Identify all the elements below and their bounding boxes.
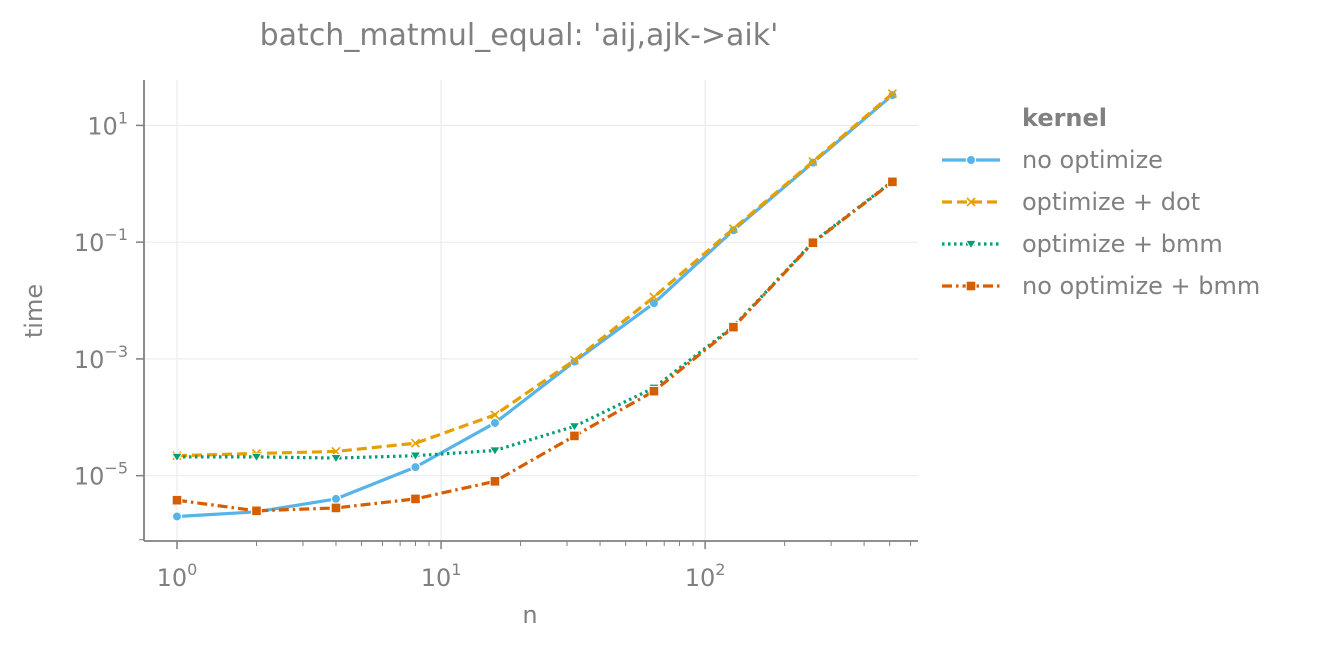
- legend-entry: optimize + bmm: [942, 230, 1223, 258]
- y-tick-exp: −3: [104, 342, 128, 361]
- data-point: [569, 355, 580, 365]
- data-point: [887, 176, 898, 188]
- series-2: [170, 177, 899, 464]
- legend-marker: [964, 239, 978, 250]
- y-tick-base: 10: [87, 112, 118, 140]
- legend-label: optimize + dot: [1022, 188, 1200, 216]
- x-axis-label: n: [522, 601, 537, 629]
- data-point: [489, 417, 501, 429]
- legend-label: no optimize + bmm: [1022, 272, 1260, 300]
- legend-title: kernel: [1022, 104, 1107, 132]
- legend-marker: [965, 154, 977, 166]
- data-point: [250, 452, 263, 463]
- x-tick-base: 10: [685, 564, 716, 592]
- legend: kernel no optimize optimize + dot optimize…: [942, 104, 1260, 300]
- x-tick-base: 10: [157, 564, 188, 592]
- y-tick-exp: −5: [104, 459, 128, 478]
- legend-marker: [965, 280, 977, 292]
- data-point: [490, 410, 500, 420]
- series-1: [172, 89, 897, 461]
- series-3: [171, 176, 898, 517]
- y-tick-exp: 1: [118, 108, 128, 127]
- x-tick-base: 10: [421, 564, 452, 592]
- legend-label: no optimize: [1022, 146, 1163, 174]
- legend-entry: no optimize: [942, 146, 1163, 174]
- data-point: [649, 292, 659, 302]
- x-tick-label: 100: [157, 560, 198, 592]
- y-tick-label: 10−1: [74, 225, 128, 257]
- data-point: [648, 298, 660, 309]
- data-point: [251, 505, 262, 517]
- y-tick-label: 101: [87, 108, 128, 140]
- y-tick-exp: −1: [104, 225, 128, 244]
- y-tick-base: 10: [74, 463, 105, 491]
- data-point: [330, 493, 342, 505]
- x-tick-label: 101: [421, 560, 462, 592]
- data-point: [808, 157, 818, 167]
- y-axis-label: time: [20, 284, 48, 338]
- data-point: [410, 438, 421, 448]
- data-point: [330, 502, 342, 514]
- legend-entry: optimize + dot: [942, 188, 1200, 216]
- data-point: [807, 237, 819, 248]
- data-point: [488, 446, 502, 457]
- data-point: [728, 224, 738, 234]
- legend-label: optimize + bmm: [1022, 230, 1223, 258]
- data-point: [648, 385, 660, 397]
- data-point: [170, 452, 184, 463]
- x-tick-exp: 1: [451, 560, 461, 579]
- data-point: [887, 89, 897, 99]
- data-point: [409, 451, 422, 462]
- data-point: [329, 453, 343, 464]
- x-tick-exp: 0: [187, 560, 197, 579]
- x-tick-label: 102: [685, 560, 726, 592]
- data-point: [569, 430, 580, 442]
- data-point: [568, 422, 581, 432]
- y-tick-label: 10−3: [74, 342, 128, 374]
- data-point: [728, 321, 739, 333]
- y-tick-label: 10−5: [74, 459, 128, 491]
- series-line: [176, 92, 894, 458]
- y-tick-base: 10: [74, 346, 105, 374]
- data-point: [489, 476, 501, 487]
- data-point: [410, 493, 421, 505]
- grid: [144, 80, 918, 541]
- y-tick-base: 10: [74, 229, 105, 257]
- data-point: [171, 494, 183, 506]
- series-layer: [170, 89, 899, 522]
- data-point: [171, 511, 183, 522]
- series-line: [176, 180, 894, 513]
- x-tick-exp: 2: [715, 560, 725, 579]
- series-line: [176, 180, 894, 460]
- legend-marker: [966, 197, 976, 207]
- legend-entry: no optimize + bmm: [942, 272, 1260, 300]
- data-point: [410, 461, 421, 473]
- chart-title: batch_matmul_equal: 'aij,ajk->aik': [260, 18, 779, 53]
